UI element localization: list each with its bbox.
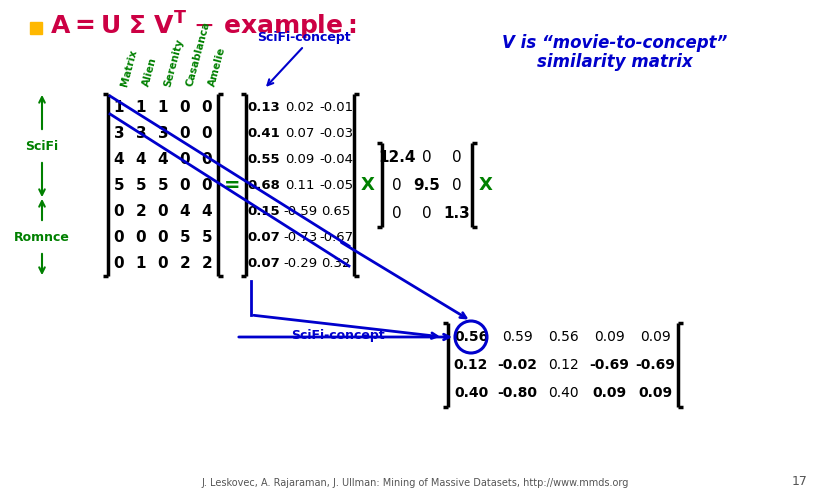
Text: 3: 3	[114, 125, 124, 140]
Text: 0: 0	[158, 255, 168, 270]
Text: 0.59: 0.59	[501, 330, 532, 344]
Text: 2: 2	[135, 204, 146, 219]
Text: 0: 0	[422, 206, 432, 221]
Text: $\mathbf{A = U\ \Sigma\ V^T\ \mathrm{-}\ example:}$: $\mathbf{A = U\ \Sigma\ V^T\ \mathrm{-}\…	[50, 10, 356, 42]
Text: 0.07: 0.07	[286, 126, 315, 139]
Text: Romnce: Romnce	[14, 231, 70, 244]
Text: 0: 0	[393, 177, 402, 193]
Text: SciFi: SciFi	[26, 139, 59, 152]
Text: -0.03: -0.03	[319, 126, 353, 139]
Text: 0.09: 0.09	[286, 152, 315, 165]
Text: -0.59: -0.59	[283, 205, 317, 218]
Text: 0.68: 0.68	[247, 178, 281, 192]
Text: -0.73: -0.73	[283, 231, 317, 244]
Text: 17: 17	[792, 475, 808, 488]
Text: Alien: Alien	[141, 57, 159, 88]
Text: 0: 0	[114, 255, 124, 270]
Text: -0.80: -0.80	[497, 386, 537, 400]
Text: 0.07: 0.07	[247, 231, 281, 244]
Text: V is “movie-to-concept”: V is “movie-to-concept”	[502, 34, 728, 52]
Text: 0: 0	[179, 151, 190, 166]
Text: 0.09: 0.09	[593, 330, 624, 344]
Text: 0.40: 0.40	[454, 386, 488, 400]
Text: SciFi-concept: SciFi-concept	[291, 329, 384, 342]
Text: 0.12: 0.12	[454, 358, 488, 372]
Text: Serenity: Serenity	[163, 37, 185, 88]
Text: 0.09: 0.09	[640, 330, 671, 344]
Bar	[30, 22, 42, 34]
Text: -0.02: -0.02	[497, 358, 537, 372]
Text: 0.65: 0.65	[321, 205, 351, 218]
Text: 0: 0	[158, 204, 168, 219]
Text: 0.11: 0.11	[286, 178, 315, 192]
Text: 4: 4	[135, 151, 146, 166]
Text: 0.15: 0.15	[247, 205, 281, 218]
Text: SciFi-concept: SciFi-concept	[257, 31, 351, 44]
Text: 4: 4	[179, 204, 190, 219]
Text: 0: 0	[202, 100, 212, 115]
Text: 0: 0	[114, 204, 124, 219]
Text: 0: 0	[202, 151, 212, 166]
Text: 0: 0	[422, 149, 432, 164]
Text: 0.09: 0.09	[638, 386, 672, 400]
Text: -0.69: -0.69	[635, 358, 675, 372]
Text: 5: 5	[179, 230, 190, 245]
Text: 0: 0	[179, 177, 190, 193]
Text: -0.69: -0.69	[589, 358, 629, 372]
Text: 0: 0	[179, 125, 190, 140]
Text: 4: 4	[202, 204, 212, 219]
Text: 0.41: 0.41	[247, 126, 281, 139]
Text: 4: 4	[114, 151, 124, 166]
Text: Casablanca: Casablanca	[185, 21, 212, 88]
Text: 5: 5	[135, 177, 146, 193]
Text: 0.09: 0.09	[592, 386, 626, 400]
Text: 1: 1	[136, 255, 146, 270]
Text: -0.04: -0.04	[319, 152, 353, 165]
Text: 0: 0	[452, 149, 461, 164]
Text: 0: 0	[158, 230, 168, 245]
Text: 0.12: 0.12	[548, 358, 579, 372]
Text: -0.67: -0.67	[319, 231, 353, 244]
Text: J. Leskovec, A. Rajaraman, J. Ullman: Mining of Massive Datasets, http://www.mmd: J. Leskovec, A. Rajaraman, J. Ullman: Mi…	[202, 478, 628, 488]
Text: 0.55: 0.55	[247, 152, 281, 165]
Text: 3: 3	[135, 125, 146, 140]
Text: 0: 0	[202, 125, 212, 140]
Text: =: =	[224, 175, 240, 195]
Text: 0.56: 0.56	[454, 330, 488, 344]
Text: 1: 1	[136, 100, 146, 115]
Text: 0.32: 0.32	[321, 256, 351, 269]
Text: 4: 4	[158, 151, 168, 166]
Text: 0: 0	[452, 177, 461, 193]
Text: -0.05: -0.05	[319, 178, 353, 192]
Text: 0: 0	[179, 100, 190, 115]
Text: 5: 5	[114, 177, 124, 193]
Text: 0.13: 0.13	[247, 101, 281, 114]
Text: 0.07: 0.07	[247, 256, 281, 269]
Text: similarity matrix: similarity matrix	[537, 53, 693, 71]
Text: 9.5: 9.5	[413, 177, 441, 193]
Text: 2: 2	[202, 255, 212, 270]
Text: 0: 0	[393, 206, 402, 221]
Text: 0: 0	[135, 230, 146, 245]
Text: 0: 0	[202, 177, 212, 193]
Text: X: X	[361, 176, 375, 194]
Text: Matrix: Matrix	[119, 49, 139, 88]
Text: Amelie: Amelie	[207, 46, 227, 88]
Text: 0.56: 0.56	[548, 330, 579, 344]
Text: 5: 5	[202, 230, 212, 245]
Text: 0.02: 0.02	[286, 101, 315, 114]
Text: 12.4: 12.4	[378, 149, 416, 164]
Text: 1.3: 1.3	[443, 206, 471, 221]
Text: 0: 0	[114, 230, 124, 245]
Text: 3: 3	[158, 125, 168, 140]
Text: 2: 2	[179, 255, 190, 270]
Text: -0.01: -0.01	[319, 101, 353, 114]
Text: 1: 1	[114, 100, 124, 115]
Text: 1: 1	[158, 100, 168, 115]
Text: -0.29: -0.29	[283, 256, 317, 269]
Text: X: X	[479, 176, 493, 194]
Text: 0.40: 0.40	[548, 386, 579, 400]
Text: 5: 5	[158, 177, 168, 193]
